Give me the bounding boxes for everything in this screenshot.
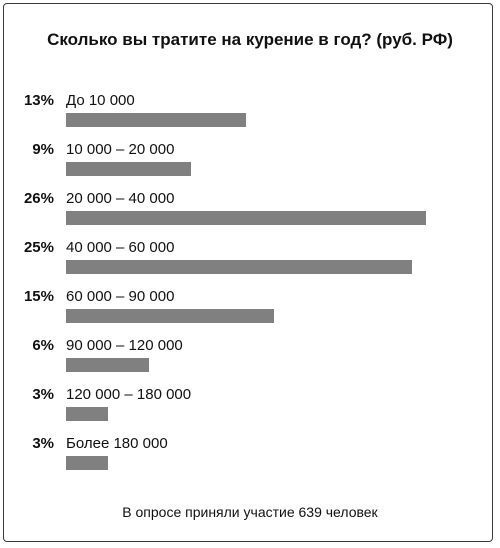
bar [66, 113, 246, 127]
bar-row: 3% 120 000 – 180 000 [0, 386, 500, 426]
bar-row: 25% 40 000 – 60 000 [0, 239, 500, 279]
category-label: 120 000 – 180 000 [66, 386, 192, 403]
category-label: 90 000 – 120 000 [66, 337, 183, 354]
bar [66, 211, 426, 225]
category-label: 40 000 – 60 000 [66, 239, 175, 256]
bar [66, 407, 108, 421]
percent-label: 25% [23, 239, 54, 256]
percent-label: 3% [32, 386, 54, 403]
bar [66, 358, 149, 372]
bar-row: 15% 60 000 – 90 000 [0, 288, 500, 328]
chart-title: Сколько вы тратите на курение в год? (ру… [47, 30, 453, 49]
percent-label: 6% [32, 337, 54, 354]
category-label: 20 000 – 40 000 [66, 190, 175, 207]
bar-row: 6% 90 000 – 120 000 [0, 337, 500, 377]
bar-row: 3% Более 180 000 [0, 435, 500, 475]
bar [66, 162, 191, 176]
category-label: 60 000 – 90 000 [66, 288, 175, 305]
percent-label: 26% [23, 190, 54, 207]
category-label: 10 000 – 20 000 [66, 141, 175, 158]
category-label: До 10 000 [66, 92, 135, 109]
bar [66, 260, 412, 274]
bar [66, 456, 108, 470]
percent-label: 13% [23, 92, 54, 109]
category-label: Более 180 000 [66, 435, 168, 452]
chart-frame [3, 3, 493, 542]
percent-label: 3% [32, 435, 54, 452]
survey-footnote: В опросе приняли участие 639 человек [122, 504, 378, 520]
percent-label: 15% [23, 288, 54, 305]
bar-row: 9% 10 000 – 20 000 [0, 141, 500, 181]
percent-label: 9% [32, 141, 54, 158]
bar-row: 26% 20 000 – 40 000 [0, 190, 500, 230]
bar-row: 13% До 10 000 [0, 92, 500, 132]
bar [66, 309, 274, 323]
